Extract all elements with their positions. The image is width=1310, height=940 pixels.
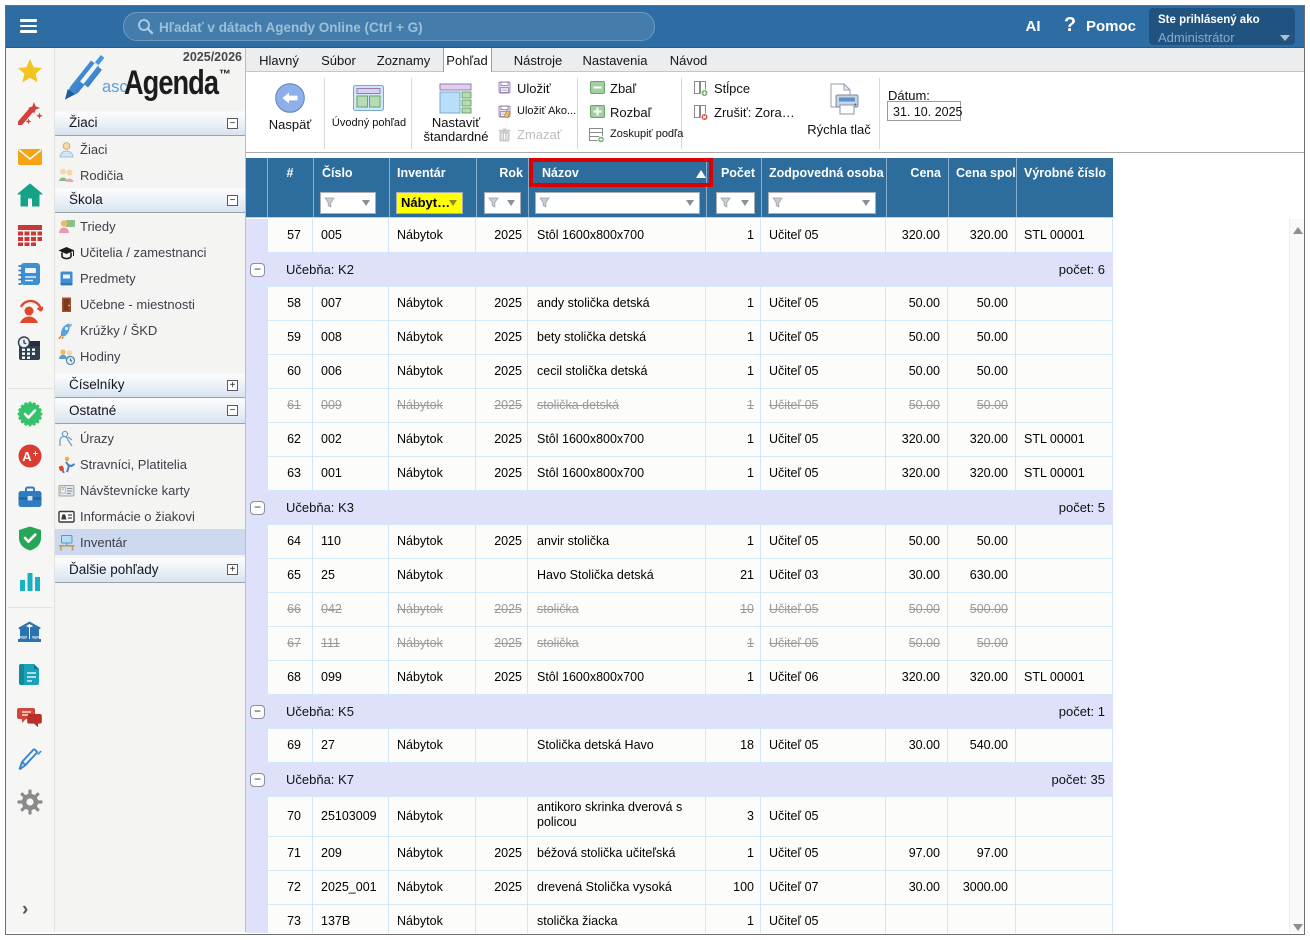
svg-text:+: +	[33, 449, 38, 459]
svg-text:A: A	[22, 449, 32, 464]
